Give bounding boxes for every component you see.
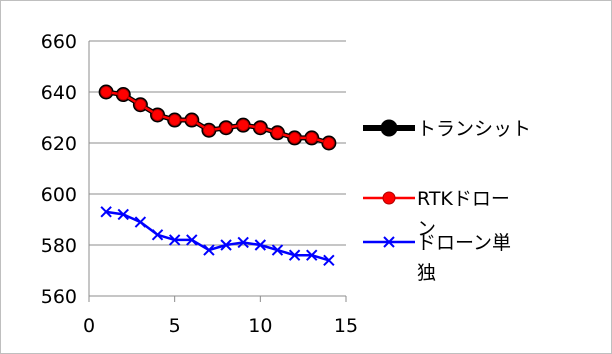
series-2-point <box>271 244 284 256</box>
x-tick-label: 5 <box>169 315 181 337</box>
series-1-point <box>288 131 301 144</box>
series-group <box>98 84 337 267</box>
series-1-point <box>237 119 250 132</box>
series-1-point <box>271 126 284 139</box>
x-tick-label: 0 <box>83 315 95 337</box>
y-tick-label: 620 <box>41 133 77 155</box>
series-2-point <box>100 206 112 218</box>
series-2-point <box>203 244 215 256</box>
y-tick-label: 600 <box>41 184 77 206</box>
series-2-point <box>186 234 198 246</box>
y-tick-label: 660 <box>41 31 77 53</box>
series-2-point <box>237 236 249 249</box>
series-1-point <box>134 98 147 111</box>
series-2-point <box>323 254 335 267</box>
series-1-point <box>151 108 164 121</box>
series-2-point <box>134 216 147 228</box>
legend-label-line: RTKドロー <box>417 188 510 210</box>
legend-marker-1 <box>382 191 396 205</box>
series-2-point <box>220 239 232 251</box>
gridlines <box>89 40 346 297</box>
x-tick-label: 15 <box>334 315 358 337</box>
series-1-point <box>100 86 113 98</box>
series-1-point <box>254 121 267 134</box>
y-tick-label: 640 <box>41 82 77 104</box>
series-1-point <box>220 121 233 134</box>
legend-label-line: トランシット <box>417 118 531 140</box>
series-2-point <box>168 234 181 246</box>
series-1-point <box>322 137 335 149</box>
series-1-point <box>168 114 181 127</box>
legend-marker-2 <box>383 236 395 248</box>
legend-label-2: ドローン単独 <box>417 232 511 284</box>
series-2-point <box>288 249 301 261</box>
series-1-point <box>202 124 215 137</box>
x-tick-labels: 0 5 10 15 <box>83 315 358 337</box>
legend-label-1: RTKドローン <box>417 188 510 240</box>
series-2-point <box>117 208 129 221</box>
y-tick-label: 560 <box>41 286 77 308</box>
series-1-point <box>185 114 198 127</box>
legend-label-line: 独 <box>417 262 436 284</box>
series-2-point <box>306 249 318 261</box>
series-2-point <box>254 239 267 251</box>
x-tick-label: 10 <box>248 315 272 337</box>
axes <box>88 41 347 302</box>
y-tick-labels: 560 580 600 620 640 660 <box>41 31 77 308</box>
legend-label-line: ドローン単 <box>417 232 511 254</box>
legend-label-0: トランシット <box>417 118 531 140</box>
series-2-point <box>151 229 164 241</box>
y-tick-label: 580 <box>41 235 77 257</box>
series-1-point <box>305 131 318 144</box>
series-1-point <box>117 88 130 101</box>
legend-label-line: ン <box>417 218 436 240</box>
legend-marker-0 <box>380 119 398 137</box>
